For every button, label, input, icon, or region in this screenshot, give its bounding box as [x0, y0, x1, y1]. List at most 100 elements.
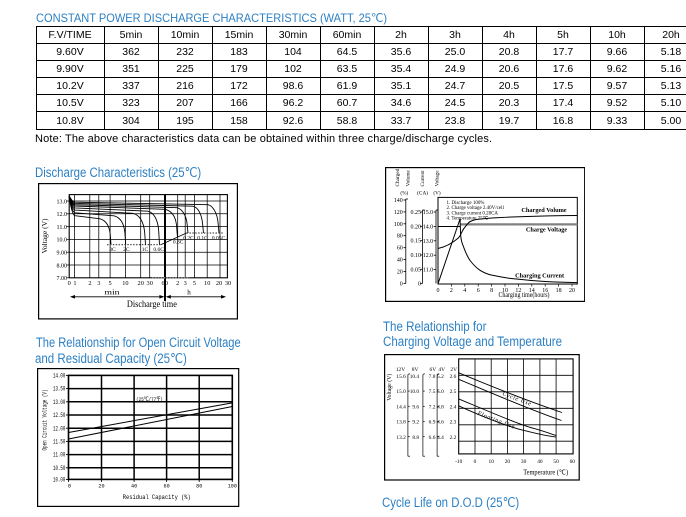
- svg-text:2.4: 2.4: [449, 405, 456, 411]
- svg-text:0: 0: [68, 483, 71, 490]
- svg-text:1: 1: [73, 280, 76, 287]
- svg-text:min: min: [105, 289, 121, 297]
- svg-text:4.8: 4.8: [437, 405, 444, 411]
- svg-text:4.4: 4.4: [437, 435, 444, 441]
- svg-text:Temperature (℃): Temperature (℃): [523, 468, 569, 476]
- svg-text:12V: 12V: [396, 367, 405, 373]
- svg-text:100: 100: [394, 222, 403, 228]
- svg-text:60: 60: [397, 246, 403, 252]
- svg-text:3: 3: [97, 280, 100, 287]
- svg-text:14.0: 14.0: [422, 224, 432, 230]
- svg-text:13.50: 13.50: [53, 386, 66, 393]
- svg-text:4.6: 4.6: [437, 420, 444, 426]
- svg-text:100: 100: [228, 483, 237, 490]
- svg-text:2.6: 2.6: [449, 374, 456, 380]
- svg-text:4V: 4V: [438, 367, 445, 373]
- svg-text:8: 8: [490, 288, 493, 294]
- svg-text:30: 30: [521, 459, 527, 465]
- svg-text:20: 20: [569, 288, 575, 294]
- svg-text:1. Discharge 100%: 1. Discharge 100%: [446, 201, 484, 206]
- svg-text:0.6C: 0.6C: [153, 247, 164, 253]
- svg-text:40: 40: [537, 459, 543, 465]
- svg-text:Charged Volume: Charged Volume: [521, 207, 566, 214]
- svg-text:0: 0: [418, 281, 421, 287]
- svg-text:12: 12: [515, 288, 521, 294]
- svg-text:2V: 2V: [450, 367, 457, 373]
- svg-text:0: 0: [436, 288, 439, 294]
- svg-text:12.0: 12.0: [57, 211, 68, 218]
- svg-text:9.00: 9.00: [57, 250, 68, 257]
- svg-text:12.50: 12.50: [53, 412, 66, 419]
- svg-text:2: 2: [450, 288, 453, 294]
- svg-text:0.3C: 0.3C: [173, 240, 184, 246]
- svg-text:40: 40: [131, 483, 137, 490]
- svg-text:11.00: 11.00: [53, 452, 66, 459]
- svg-text:Voltage: Voltage: [434, 170, 440, 187]
- svg-text:0.10: 0.10: [410, 253, 420, 259]
- svg-text:20: 20: [138, 280, 144, 287]
- svg-text:2: 2: [176, 280, 179, 287]
- svg-text:Charging time(hours): Charging time(hours): [498, 291, 550, 299]
- svg-text:3: 3: [184, 280, 187, 287]
- svg-text:0: 0: [399, 281, 402, 287]
- svg-text:Voltage (V): Voltage (V): [40, 218, 49, 254]
- svg-text:Open Circuit Voltage (V): Open Circuit Voltage (V): [42, 390, 49, 451]
- svg-text:13.2: 13.2: [396, 435, 406, 441]
- svg-text:7.00: 7.00: [57, 275, 68, 282]
- svg-text:11.0: 11.0: [423, 267, 433, 273]
- svg-text:Charge Voltage: Charge Voltage: [526, 227, 568, 234]
- svg-text:14.4: 14.4: [396, 405, 406, 411]
- svg-text:9.6: 9.6: [412, 405, 419, 411]
- svg-text:8.00: 8.00: [57, 262, 68, 269]
- svg-text:(%): (%): [400, 190, 408, 197]
- svg-text:0.1C: 0.1C: [197, 236, 208, 242]
- svg-text:7.2: 7.2: [428, 405, 435, 411]
- svg-text:(V): (V): [433, 190, 441, 197]
- svg-text:10.00: 10.00: [53, 477, 66, 484]
- svg-text:2.5: 2.5: [449, 389, 456, 395]
- svg-text:10.0: 10.0: [409, 389, 419, 395]
- svg-text:15.6: 15.6: [396, 374, 406, 380]
- svg-text:Volume: Volume: [405, 170, 411, 187]
- svg-text:10.0: 10.0: [57, 237, 68, 244]
- svg-text:0.2C: 0.2C: [183, 236, 194, 242]
- svg-text:5.2: 5.2: [437, 374, 444, 380]
- svg-text:0.05C: 0.05C: [212, 236, 226, 242]
- svg-text:5: 5: [193, 280, 196, 287]
- svg-text:3. Charge current 0.28CA: 3. Charge current 0.28CA: [446, 211, 498, 216]
- svg-text:0.20: 0.20: [410, 224, 420, 230]
- svg-text:18: 18: [555, 288, 561, 294]
- svg-text:(CA): (CA): [417, 190, 428, 197]
- svg-text:30: 30: [147, 280, 153, 287]
- svg-text:12.00: 12.00: [53, 426, 66, 433]
- svg-text:10.50: 10.50: [53, 465, 66, 472]
- svg-text:0: 0: [68, 280, 71, 287]
- svg-text:30: 30: [225, 280, 231, 287]
- svg-text:Voltage (V): Voltage (V): [386, 374, 393, 401]
- svg-text:6.9: 6.9: [428, 420, 435, 426]
- svg-text:12.0: 12.0: [422, 253, 432, 259]
- svg-text:80: 80: [397, 234, 403, 240]
- svg-text:15.0: 15.0: [396, 389, 406, 395]
- svg-text:14: 14: [528, 288, 534, 294]
- svg-text:6.6: 6.6: [428, 435, 435, 441]
- svg-text:0.25: 0.25: [410, 210, 420, 216]
- svg-text:16: 16: [542, 288, 548, 294]
- svg-text:2: 2: [88, 280, 91, 287]
- svg-text:0.05: 0.05: [410, 267, 420, 273]
- svg-text:4. Temperature 25℃: 4. Temperature 25℃: [446, 216, 488, 222]
- svg-text:(25℃/77℉): (25℃/77℉): [136, 396, 163, 403]
- svg-text:20: 20: [505, 459, 511, 465]
- svg-text:Current: Current: [419, 170, 425, 187]
- svg-text:60: 60: [569, 459, 575, 465]
- svg-text:10.4: 10.4: [409, 374, 419, 380]
- svg-text:7.8: 7.8: [428, 374, 435, 380]
- svg-text:140: 140: [394, 198, 403, 204]
- svg-text:11.0: 11.0: [57, 224, 68, 231]
- svg-text:2.3: 2.3: [449, 420, 456, 426]
- svg-text:4: 4: [463, 288, 466, 294]
- svg-text:14.00: 14.00: [53, 373, 66, 380]
- svg-text:120: 120: [394, 210, 403, 216]
- svg-text:50: 50: [553, 459, 559, 465]
- svg-text:-10: -10: [455, 459, 462, 465]
